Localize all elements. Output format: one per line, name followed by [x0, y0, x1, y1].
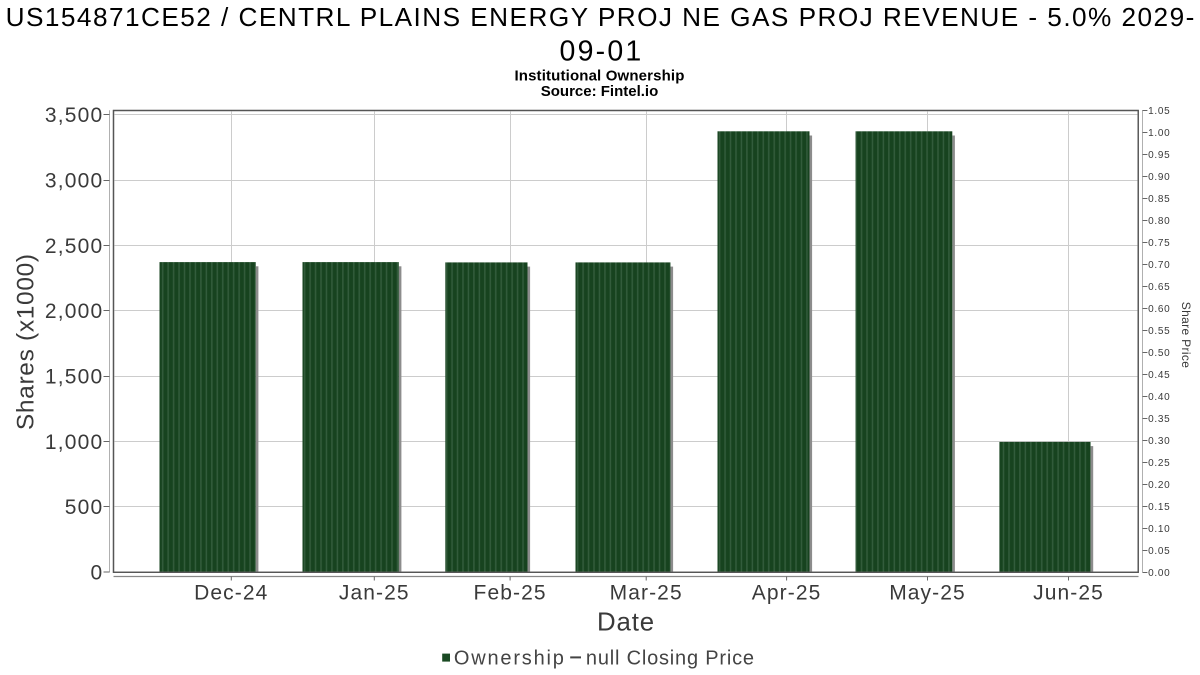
svg-text:500: 500 [65, 496, 104, 519]
svg-text:3,500: 3,500 [45, 104, 104, 127]
svg-text:0.50: 0.50 [1148, 348, 1170, 359]
svg-text:0.30: 0.30 [1148, 436, 1170, 447]
svg-text:1.00: 1.00 [1148, 128, 1170, 139]
svg-text:0.45: 0.45 [1148, 370, 1170, 381]
svg-text:0.85: 0.85 [1148, 194, 1170, 205]
svg-text:Dec-24: Dec-24 [194, 581, 268, 604]
svg-text:0.95: 0.95 [1148, 150, 1170, 161]
svg-text:1,500: 1,500 [45, 366, 104, 389]
svg-text:Feb-25: Feb-25 [474, 581, 547, 604]
svg-text:0.75: 0.75 [1148, 238, 1170, 249]
svg-text:0.00: 0.00 [1148, 568, 1170, 579]
svg-text:0.70: 0.70 [1148, 260, 1170, 271]
svg-text:Institutional Ownership: Institutional Ownership [514, 67, 684, 84]
svg-text:Jun-25: Jun-25 [1033, 581, 1104, 604]
svg-text:US154871CE52 / CENTRL PLAINS E: US154871CE52 / CENTRL PLAINS ENERGY PROJ… [6, 2, 1196, 32]
svg-text:0.05: 0.05 [1148, 546, 1170, 557]
svg-text:0.80: 0.80 [1148, 216, 1170, 227]
svg-text:0.20: 0.20 [1148, 480, 1170, 491]
svg-text:0.15: 0.15 [1148, 502, 1170, 513]
svg-text:1.05: 1.05 [1148, 106, 1170, 117]
svg-text:0.55: 0.55 [1148, 326, 1170, 337]
svg-text:1,000: 1,000 [45, 431, 104, 454]
svg-text:0.90: 0.90 [1148, 172, 1170, 183]
svg-text:Ownership: Ownership [454, 647, 566, 669]
svg-text:May-25: May-25 [889, 581, 966, 604]
svg-text:Shares (x1000): Shares (x1000) [13, 253, 40, 430]
svg-text:09-01: 09-01 [560, 35, 644, 67]
svg-text:0.25: 0.25 [1148, 458, 1170, 469]
svg-text:Apr-25: Apr-25 [752, 581, 822, 604]
svg-text:0.10: 0.10 [1148, 524, 1170, 535]
svg-text:Date: Date [597, 609, 655, 637]
svg-text:2,500: 2,500 [45, 235, 104, 258]
svg-text:3,000: 3,000 [45, 170, 104, 193]
svg-text:Jan-25: Jan-25 [339, 581, 410, 604]
svg-text:0: 0 [91, 562, 104, 585]
svg-text:0.35: 0.35 [1148, 414, 1170, 425]
svg-text:0.40: 0.40 [1148, 392, 1170, 403]
svg-text:Mar-25: Mar-25 [610, 581, 683, 604]
svg-text:Source: Fintel.io: Source: Fintel.io [541, 83, 659, 100]
svg-text:0.60: 0.60 [1148, 304, 1170, 315]
svg-text:0.65: 0.65 [1148, 282, 1170, 293]
svg-text:Share Price: Share Price [1179, 302, 1193, 369]
svg-text:2,000: 2,000 [45, 300, 104, 323]
svg-text:null Closing Price: null Closing Price [586, 647, 755, 669]
